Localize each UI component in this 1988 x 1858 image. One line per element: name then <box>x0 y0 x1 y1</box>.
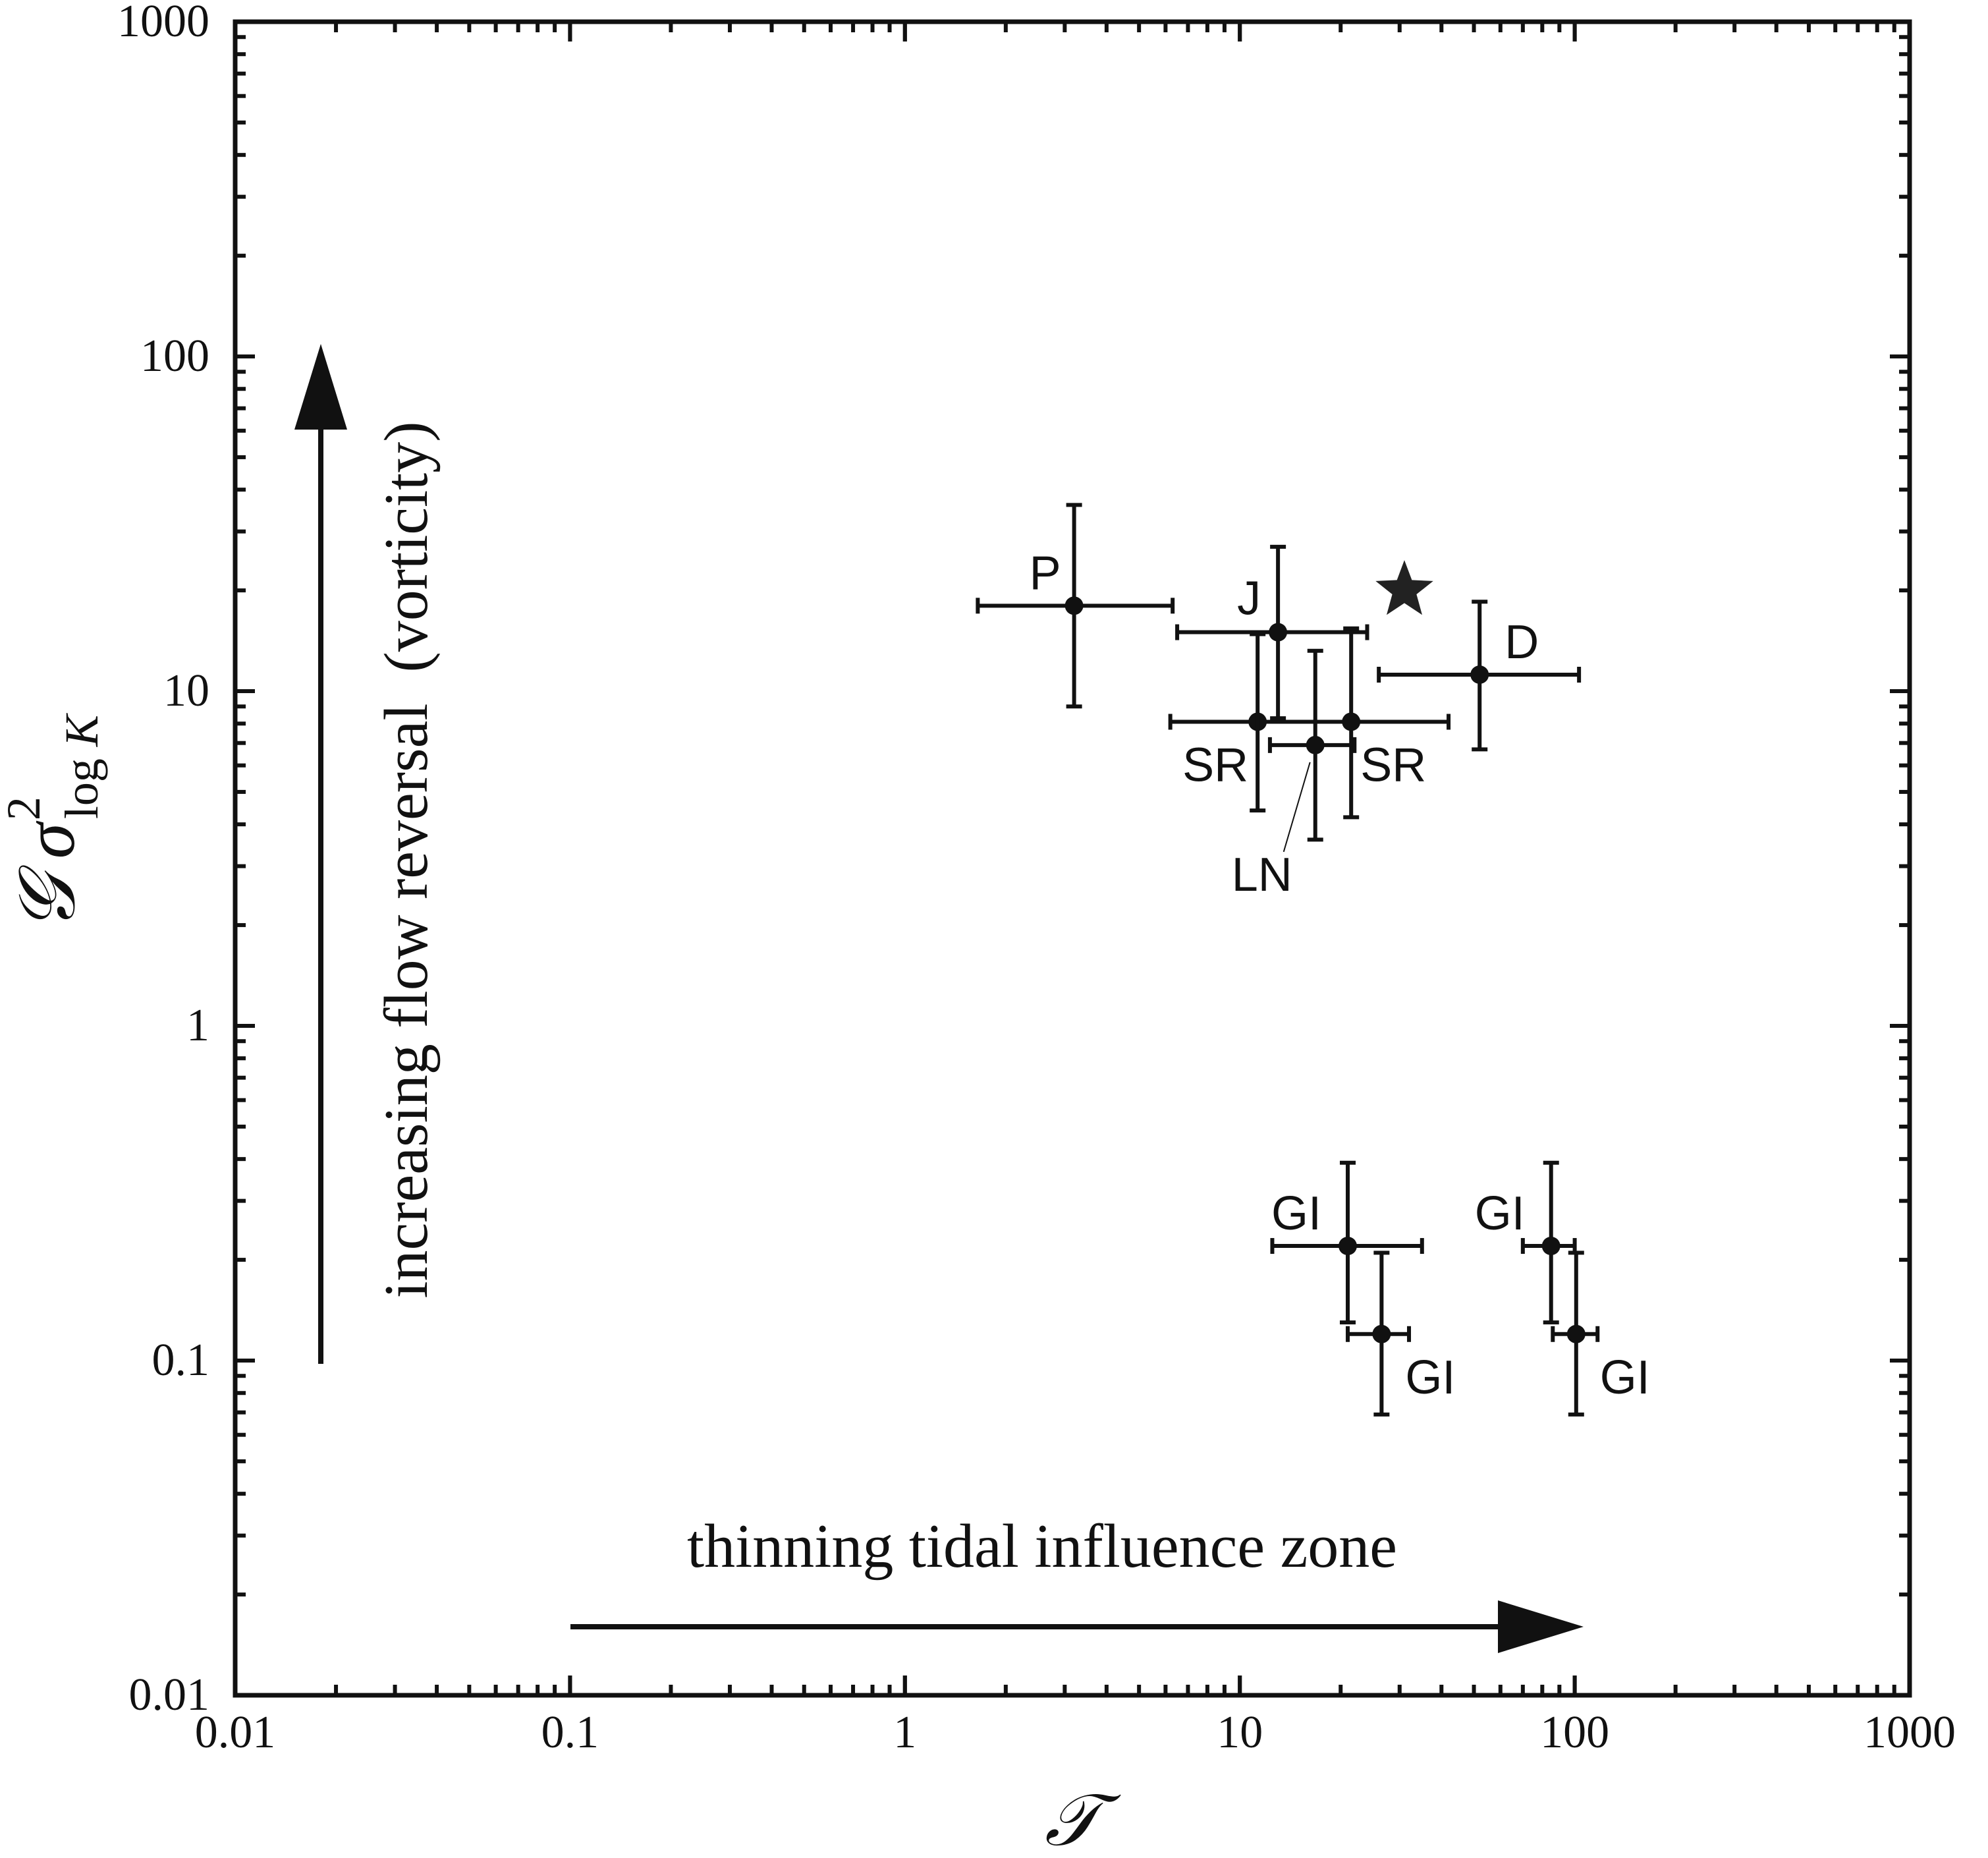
x-tick-label: 0.1 <box>541 1707 599 1758</box>
y-tick-label: 10 <box>163 665 209 716</box>
data-marker <box>1064 596 1084 615</box>
data-point: LN <box>1232 648 1357 901</box>
vertical-annotation: increasing flow reversal (vorticity) <box>372 421 441 1298</box>
leader-line <box>1283 762 1311 853</box>
data-marker <box>1342 712 1361 731</box>
point-label: GI <box>1600 1351 1650 1404</box>
tick-labels: 0.01 0.1 1 10 100 1000 0.01 0.1 1 10 100 1000 <box>117 0 1956 1758</box>
axis-ticks <box>233 20 1912 1697</box>
y-tick-label: 0.01 <box>129 1670 210 1720</box>
data-point: GI <box>1346 1251 1455 1417</box>
point-label: P <box>1030 547 1061 600</box>
point-label: LN <box>1232 849 1292 901</box>
data-marker <box>1470 665 1489 684</box>
data-marker <box>1339 1237 1358 1256</box>
data-point: SR <box>1256 626 1451 820</box>
y-axis-title-subscript-log: log <box>55 758 108 819</box>
data-marker <box>1372 1324 1391 1343</box>
point-label: J <box>1237 573 1261 625</box>
plot-frame <box>233 19 1912 1698</box>
data-point: SR <box>1168 632 1267 813</box>
data-point: P <box>976 503 1175 709</box>
horizontal-annotation: thinning tidal influence zone <box>687 1512 1397 1581</box>
point-label: GI <box>1405 1351 1455 1404</box>
data-point: D <box>1377 600 1582 752</box>
x-tick-label: 100 <box>1540 1707 1609 1758</box>
y-axis-title-sigma: σ <box>9 820 90 859</box>
x-tick-label: 1000 <box>1864 1707 1956 1758</box>
data-marker <box>1306 735 1325 754</box>
data-point: GI <box>1551 1251 1650 1417</box>
y-axis-title: 𝒢 σ 2 log K <box>0 712 108 932</box>
x-tick-label: 10 <box>1217 1707 1263 1758</box>
data-marker <box>1541 1237 1560 1256</box>
y-axis-title-superscript: 2 <box>0 797 50 820</box>
y-axis-title-prefix: 𝒢 <box>3 864 91 932</box>
point-label: SR <box>1182 739 1248 791</box>
data-marker <box>1269 623 1288 642</box>
data-point: GI <box>1475 1160 1577 1325</box>
data-marker <box>1566 1324 1586 1343</box>
y-tick-label: 0.1 <box>152 1335 210 1386</box>
y-axis-title-subscript-var: K <box>55 712 108 747</box>
x-tick-label: 0.01 <box>195 1707 276 1758</box>
data-points: P J D SR SR LN GI GI GI GI <box>976 503 1650 1417</box>
y-tick-label: 1000 <box>117 0 209 47</box>
data-point: GI <box>1270 1160 1424 1325</box>
y-tick-label: 1 <box>186 1000 209 1051</box>
y-tick-label: 100 <box>140 331 209 381</box>
point-label: GI <box>1271 1187 1321 1240</box>
star-marker <box>1375 560 1433 615</box>
x-tick-label: 1 <box>893 1707 916 1758</box>
x-axis-title: 𝒯 <box>1045 1780 1121 1858</box>
data-point: J <box>1175 544 1369 721</box>
point-label: SR <box>1360 739 1426 791</box>
point-label: D <box>1505 616 1539 669</box>
point-label: GI <box>1475 1187 1525 1240</box>
